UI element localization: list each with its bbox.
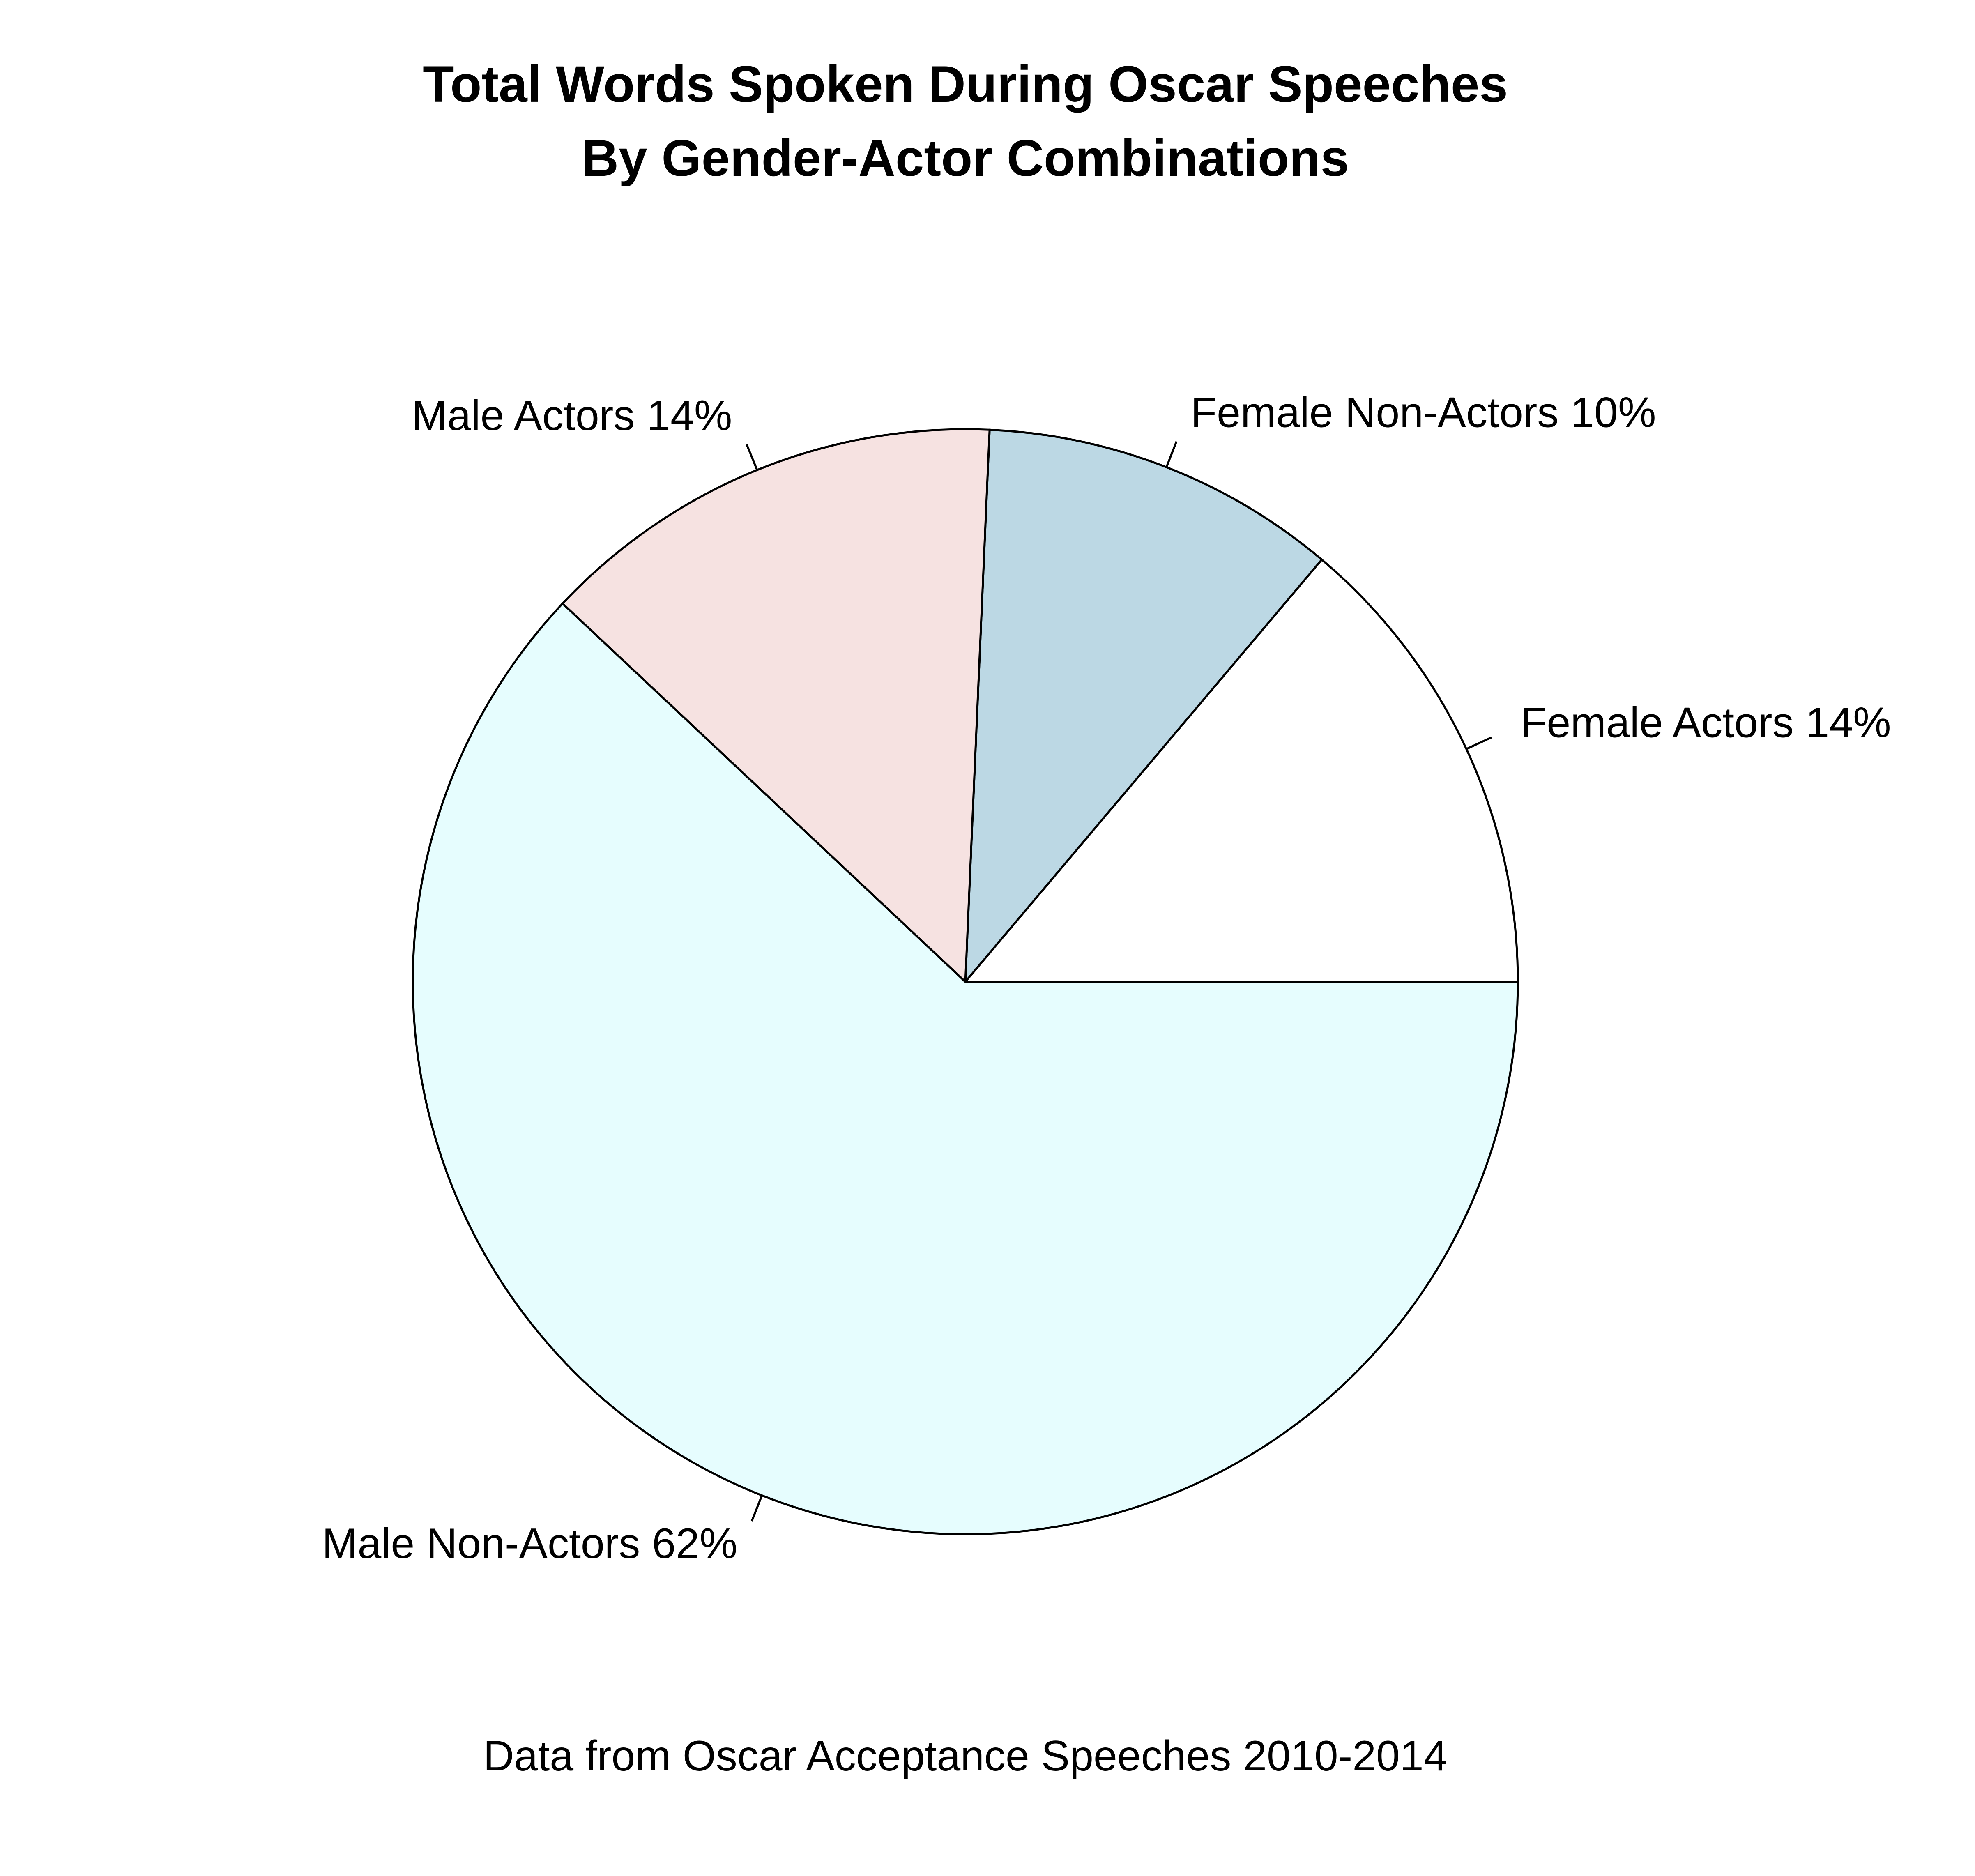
pie-slice-0 — [963, 558, 1519, 983]
chart-caption: Data from Oscar Acceptance Speeches 2010… — [483, 1732, 1447, 1780]
pie-leader-1 — [1165, 441, 1178, 468]
pie-slice-3 — [412, 602, 1519, 1535]
pie-leader-lines — [746, 441, 1492, 1522]
pie-label-3: Male Non-Actors 62% — [322, 1520, 738, 1568]
pie-label-1: Female Non-Actors 10% — [1191, 389, 1656, 436]
pie-slices — [412, 428, 1519, 1535]
chart-subtitle: By Gender-Actor Combinations — [582, 130, 1349, 187]
pie-label-0: Female Actors 14% — [1521, 699, 1891, 746]
pie-leader-3 — [750, 1495, 763, 1522]
pie-label-2: Male Actors 14% — [412, 392, 732, 440]
pie-leader-2 — [746, 444, 758, 471]
pie-labels: Female Actors 14% Female Non-Actors 10% Ma… — [322, 389, 1891, 1568]
chart-title: Total Words Spoken During Oscar Speeches — [423, 56, 1508, 113]
pie-leader-0 — [1466, 736, 1492, 750]
pie-slice-1 — [964, 428, 1324, 985]
